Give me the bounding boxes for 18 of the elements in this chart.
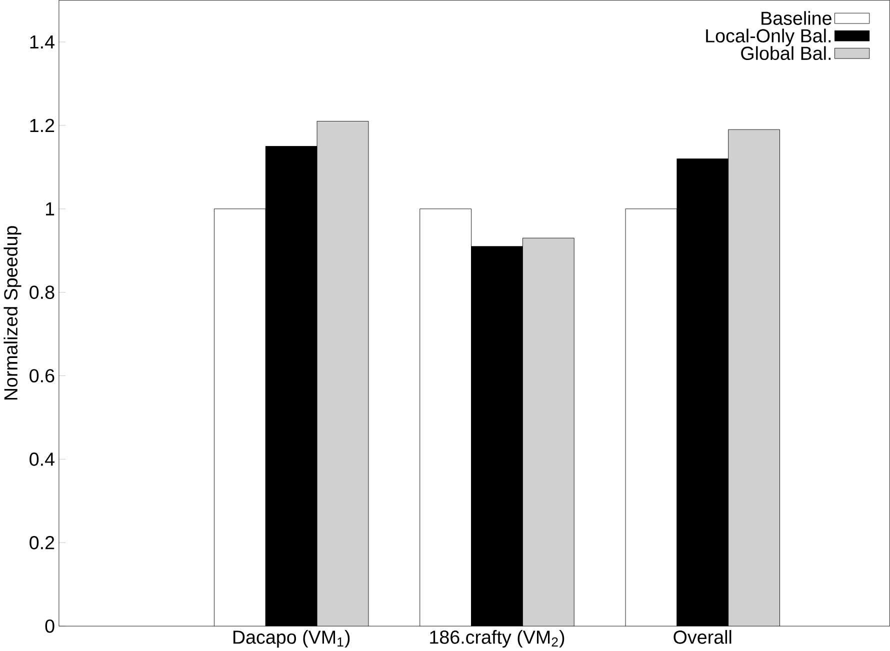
y-tick-label: 0	[45, 619, 54, 633]
y-tick-label: 1.4	[30, 35, 54, 48]
y-tick-label: 0.6	[30, 368, 54, 382]
y-tick-label: 0.8	[30, 286, 54, 299]
y-tick-label: 1	[46, 202, 54, 216]
legend-label: Local-Only Bal.	[706, 28, 831, 46]
bar	[316, 120, 369, 626]
y-tick-label: 1.2	[30, 118, 54, 132]
x-tick-label: Dacapo (VM$_{1}$)	[233, 630, 350, 648]
legend-label: Baseline	[762, 11, 832, 25]
x-tick-label: 186.crafty (VM$_{2}$)	[430, 630, 564, 648]
legend-label: Global Bal.	[741, 46, 831, 60]
y-axis-title: Normalized Speedup	[4, 226, 22, 400]
bar	[522, 238, 574, 626]
y-tick-label: 0.4	[30, 452, 54, 466]
bar	[728, 129, 780, 626]
x-tick-label: Overall	[674, 630, 732, 644]
y-tick-label: 0.2	[30, 536, 54, 550]
